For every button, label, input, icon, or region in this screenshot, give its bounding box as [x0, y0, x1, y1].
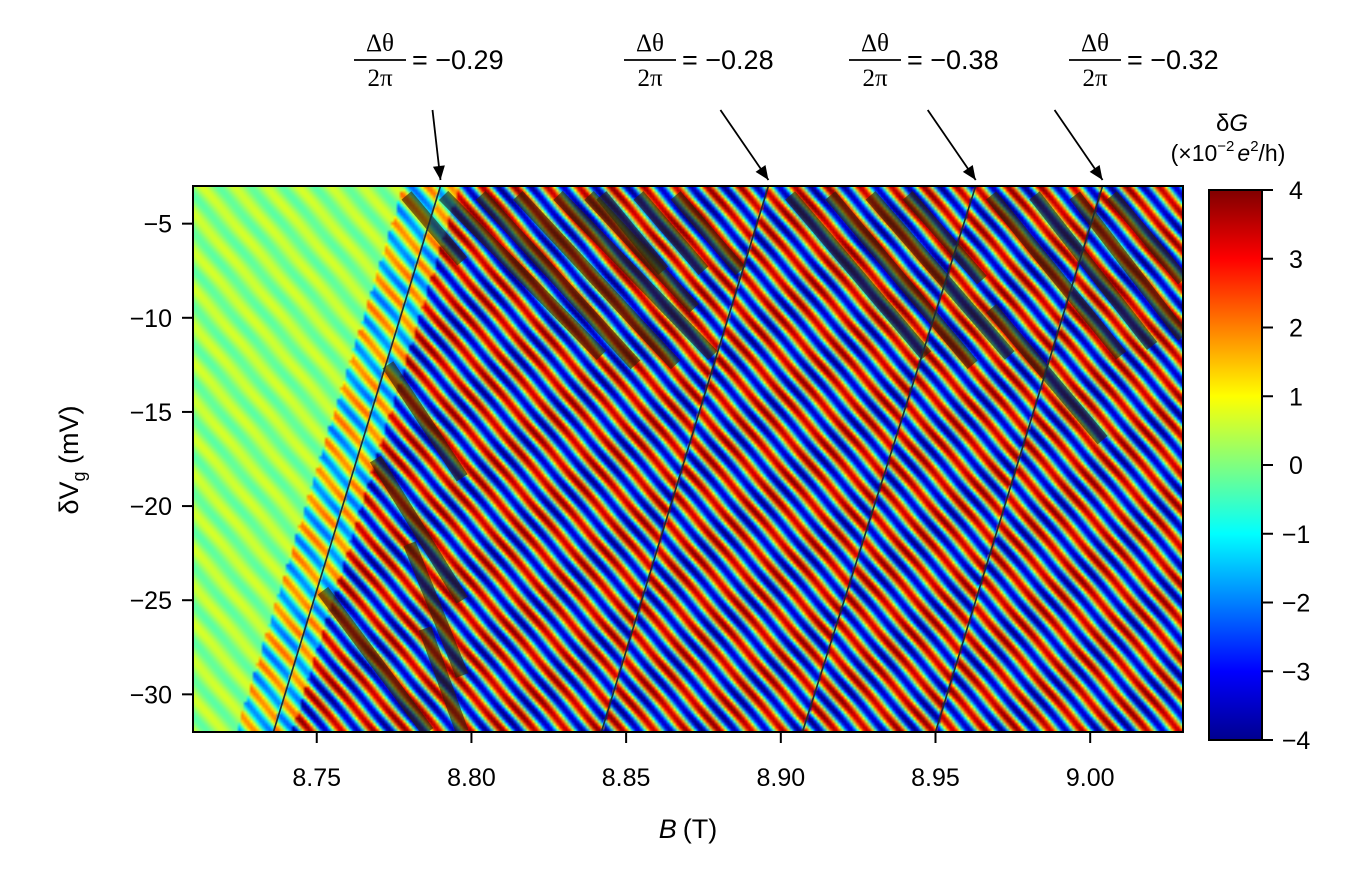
fringe-bar: [785, 191, 932, 360]
y-axis-label: δVg (mV): [54, 405, 89, 514]
arrow-head: [1089, 165, 1103, 180]
fringe-bar: [513, 190, 681, 370]
x-axis-label-var: B: [659, 814, 677, 844]
colorbar-unit-e-exp: 2: [1250, 138, 1258, 155]
fringe-bar: [986, 191, 1127, 360]
fraction-numerator: Δθ: [1081, 30, 1109, 57]
fringe-bar: [596, 191, 669, 275]
colorbar-title: δG: [1216, 110, 1248, 137]
fringe-bar: [670, 191, 746, 275]
fraction-numerator: Δθ: [366, 30, 394, 57]
fraction-denominator: 2π: [1082, 65, 1108, 92]
fraction-numerator: Δθ: [861, 30, 889, 57]
fringe-bar: [633, 191, 709, 275]
y-tick-label: −10: [130, 305, 172, 333]
x-tick-label: 8.85: [602, 764, 651, 792]
colorbar-tick-label: 4: [1289, 177, 1303, 205]
phase-slip-annotation: Δθ 2π = −0.29: [354, 30, 504, 181]
colorbar-unit-open: (×10: [1171, 140, 1218, 166]
phase-slip-line: [934, 186, 1104, 732]
y-axis-label-prefix: δV: [54, 481, 84, 514]
y-tick-label: −15: [130, 399, 172, 427]
fringe-bar: [1029, 191, 1158, 351]
colorbar-tick-label: 1: [1289, 383, 1303, 411]
fringe-bar: [401, 191, 468, 266]
colorbar-tick-label: 0: [1289, 452, 1303, 480]
y-tick-label: −20: [130, 493, 172, 521]
y-tick-label: −25: [130, 587, 172, 615]
y-axis-label-unit: (mV): [54, 405, 84, 471]
fringe-bar: [382, 361, 468, 482]
colorbar-title-var: G: [1229, 110, 1248, 137]
colorbar-title-prefix: δ: [1216, 110, 1229, 137]
y-tick-label: −5: [143, 211, 172, 239]
fringe-bar: [403, 541, 469, 678]
colorbar-unit: (×10−2 e2/h): [1171, 138, 1286, 166]
colorbar-tick-label: −3: [1282, 658, 1311, 686]
y-tick-label: −30: [130, 681, 172, 709]
colorbar-tick-label: −1: [1282, 521, 1311, 549]
colorbar-tick-label: 2: [1289, 315, 1303, 343]
x-tick-label: 8.80: [447, 764, 496, 792]
fraction-numerator: Δθ: [636, 30, 664, 57]
x-tick-label: 8.90: [756, 764, 805, 792]
x-tick-label: 8.95: [911, 764, 960, 792]
fringe-bar: [317, 586, 434, 732]
heatmap-image: [193, 186, 1183, 732]
arrow-shaft: [926, 109, 977, 181]
arrow-head: [755, 165, 769, 180]
fraction-denominator: 2π: [862, 65, 888, 92]
phase-slip-line: [801, 186, 977, 732]
colorbar-unit-e: e: [1237, 140, 1250, 166]
phase-slip-annotations: Δθ 2π = −0.29 Δθ 2π = −0.28 Δθ 2π = −0.38 Δθ 2π = −…: [354, 30, 1219, 181]
fringe-bar: [438, 190, 607, 361]
fringe-bar: [369, 455, 468, 604]
phase-slip-annotation: Δθ 2π = −0.32: [1053, 30, 1219, 181]
fringe-bar: [865, 191, 1015, 360]
plot-frame: [192, 185, 1184, 733]
x-axis-label: B (T): [659, 814, 718, 844]
fringe-bar: [902, 191, 987, 285]
x-axis: 8.75 8.80 8.85 8.90 8.95 9.00: [292, 732, 1115, 792]
phase-slip-line: [272, 186, 442, 732]
x-axis-label-unit: (T): [683, 814, 717, 844]
fraction-denominator: 2π: [367, 65, 393, 92]
phase-slip-line: [600, 186, 770, 732]
colorbar: [1208, 189, 1263, 741]
phase-slip-annotation: Δθ 2π = −0.38: [849, 30, 999, 181]
y-axis-label-sub: g: [69, 471, 89, 481]
colorbar-tick-label: −2: [1282, 590, 1311, 618]
fringe-bar: [1106, 191, 1183, 285]
phase-slip-value: = −0.32: [1127, 45, 1219, 75]
phase-slip-value: = −0.29: [412, 45, 504, 75]
fringe-bar: [825, 191, 978, 370]
fringe-bar: [553, 190, 718, 360]
colorbar-tick-label: −4: [1282, 727, 1311, 755]
x-tick-label: 9.00: [1066, 764, 1115, 792]
arrow-shaft: [1053, 109, 1104, 181]
colorbar-ticks: 4 3 2 1 0 −1 −2 −3 −4: [1262, 177, 1310, 755]
fringe-bar: [475, 191, 641, 370]
colorbar-unit-tail: /h): [1259, 140, 1286, 166]
fringe-bar: [418, 626, 469, 732]
fringe-overlay-bars: [317, 190, 1183, 732]
phase-slip-value: = −0.38: [907, 45, 999, 75]
arrow-shaft: [719, 109, 770, 181]
arrow-head: [962, 165, 976, 180]
arrow-head: [432, 165, 445, 180]
phase-slip-value: = −0.28: [682, 45, 774, 75]
fringe-bar: [986, 304, 1108, 445]
phase-slip-annotation: Δθ 2π = −0.28: [624, 30, 774, 181]
phase-slip-lines: [272, 186, 1104, 732]
y-axis: −5 −10 −15 −20 −25 −30: [130, 211, 193, 709]
x-tick-label: 8.75: [292, 764, 341, 792]
heatmap-layer: [193, 186, 1183, 732]
fraction-denominator: 2π: [637, 65, 663, 92]
colorbar-unit-exp: −2: [1217, 138, 1234, 155]
colorbar-tick-label: 3: [1289, 246, 1303, 274]
